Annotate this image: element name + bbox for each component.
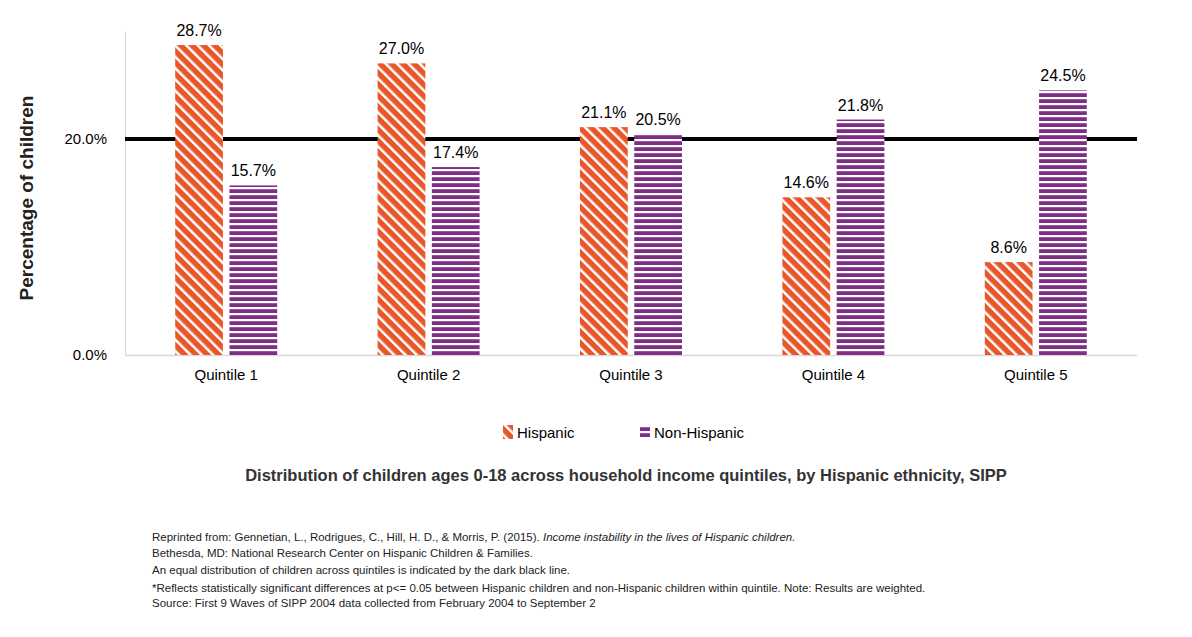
note: *Reflects statistically significant diff… <box>152 582 925 594</box>
bar-series <box>175 45 1032 355</box>
data-label: 17.4% <box>433 144 478 161</box>
legend-swatch <box>503 425 513 439</box>
x-tick-label: Quintile 4 <box>802 366 865 383</box>
x-tick-label: Quintile 2 <box>397 366 460 383</box>
bar <box>229 185 277 355</box>
data-label: 15.7% <box>231 162 276 179</box>
legend: Hispanic Non-Hispanic <box>503 424 745 441</box>
bar-series <box>229 90 1086 355</box>
x-tick: Quintile 2 <box>397 366 460 383</box>
note-text: Bethesda, MD: National Research Center o… <box>152 547 533 559</box>
y-axis: 0.0% 20.0% <box>64 32 125 364</box>
x-tick: Quintile 5 <box>1004 366 1067 383</box>
x-tick: Quintile 4 <box>802 366 865 383</box>
bar <box>1039 90 1087 355</box>
note-text: An equal distribution of children across… <box>152 564 570 576</box>
data-label: 21.1% <box>581 104 626 121</box>
data-label: 20.5% <box>635 111 680 128</box>
note-text: Source: First 9 Waves of SIPP 2004 data … <box>152 597 596 609</box>
plot: 0.0%20.0%Quintile 1Quintile 2Quintile 3Q… <box>64 22 1137 383</box>
notes: Reprinted from: Gennetian, L., Rodrigues… <box>152 531 925 609</box>
legend-swatch <box>640 425 650 439</box>
y-axis-title: Percentage of children <box>16 96 37 301</box>
note: An equal distribution of children across… <box>152 564 570 576</box>
bar <box>837 120 885 355</box>
bar <box>580 127 628 355</box>
data-label: 24.5% <box>1040 67 1085 84</box>
data-label: 27.0% <box>379 40 424 57</box>
data-label: 21.8% <box>838 97 883 114</box>
bar <box>985 262 1033 355</box>
x-tick-label: Quintile 3 <box>599 366 662 383</box>
y-tick: 0.0% <box>73 346 125 363</box>
note-text: Income instability in the lives of Hispa… <box>543 531 795 543</box>
note: Source: First 9 Waves of SIPP 2004 data … <box>152 597 596 609</box>
x-tick: Quintile 1 <box>195 366 258 383</box>
y-tick-label: 0.0% <box>73 346 107 363</box>
bar <box>782 197 830 355</box>
y-tick-label: 20.0% <box>64 130 107 147</box>
bar <box>634 134 682 355</box>
x-tick-label: Quintile 1 <box>195 366 258 383</box>
legend-item: Non-Hispanic <box>640 424 745 441</box>
bar <box>432 167 480 355</box>
bar <box>378 63 426 355</box>
note: Bethesda, MD: National Research Center o… <box>152 547 533 559</box>
note: Reprinted from: Gennetian, L., Rodrigues… <box>152 531 795 543</box>
legend-label: Non-Hispanic <box>654 424 745 441</box>
chart: 0.0%20.0%Quintile 1Quintile 2Quintile 3Q… <box>0 0 1192 637</box>
x-axis: Quintile 1 Quintile 2 Quintile 3 Quintile 4… <box>126 356 1138 383</box>
data-label: 8.6% <box>990 239 1026 256</box>
x-tick-label: Quintile 5 <box>1004 366 1067 383</box>
data-label: 14.6% <box>784 174 829 191</box>
note-text: *Reflects statistically significant diff… <box>152 582 925 594</box>
reference-line <box>125 137 1137 141</box>
legend-item: Hispanic <box>503 424 575 441</box>
y-tick: 20.0% <box>64 130 125 147</box>
y-axis-line <box>125 32 126 356</box>
marks <box>125 45 1137 355</box>
data-labels: 28.7% 27.0% 21.1% 14.6% 8.6% 15.7% 17.4% 20.5% 2… <box>176 22 1085 256</box>
x-tick: Quintile 3 <box>599 366 662 383</box>
bar <box>175 45 223 355</box>
legend-label: Hispanic <box>517 424 575 441</box>
chart-title: Distribution of children ages 0-18 acros… <box>245 466 1007 484</box>
data-label: 28.7% <box>176 22 221 39</box>
note-text: Reprinted from: Gennetian, L., Rodrigues… <box>152 531 543 543</box>
